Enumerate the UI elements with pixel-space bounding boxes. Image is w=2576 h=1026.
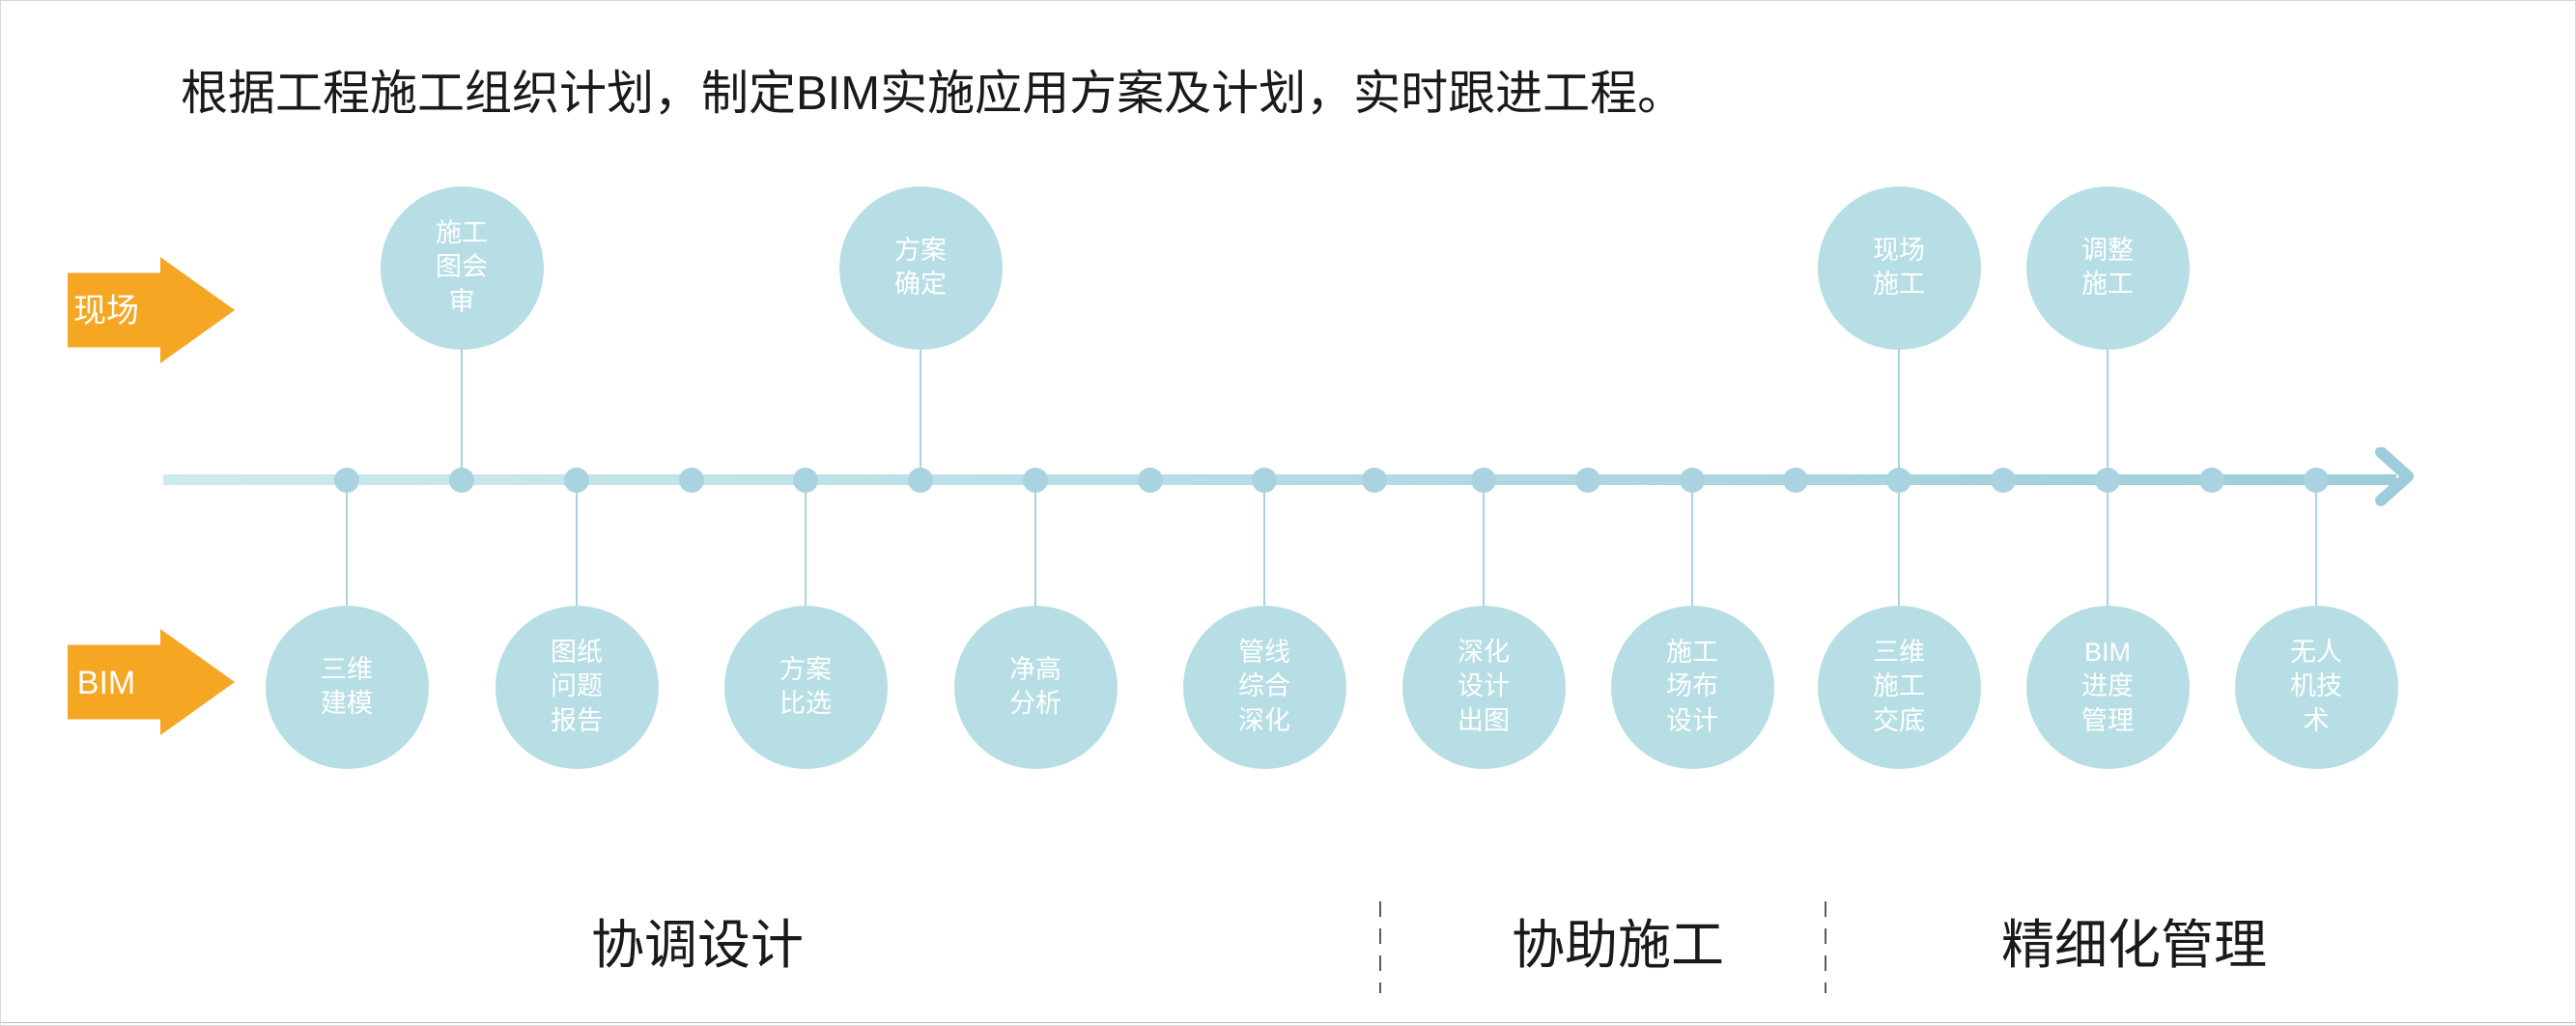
svg-text:现场: 现场: [73, 293, 139, 329]
svg-text:BIM: BIM: [77, 665, 135, 701]
